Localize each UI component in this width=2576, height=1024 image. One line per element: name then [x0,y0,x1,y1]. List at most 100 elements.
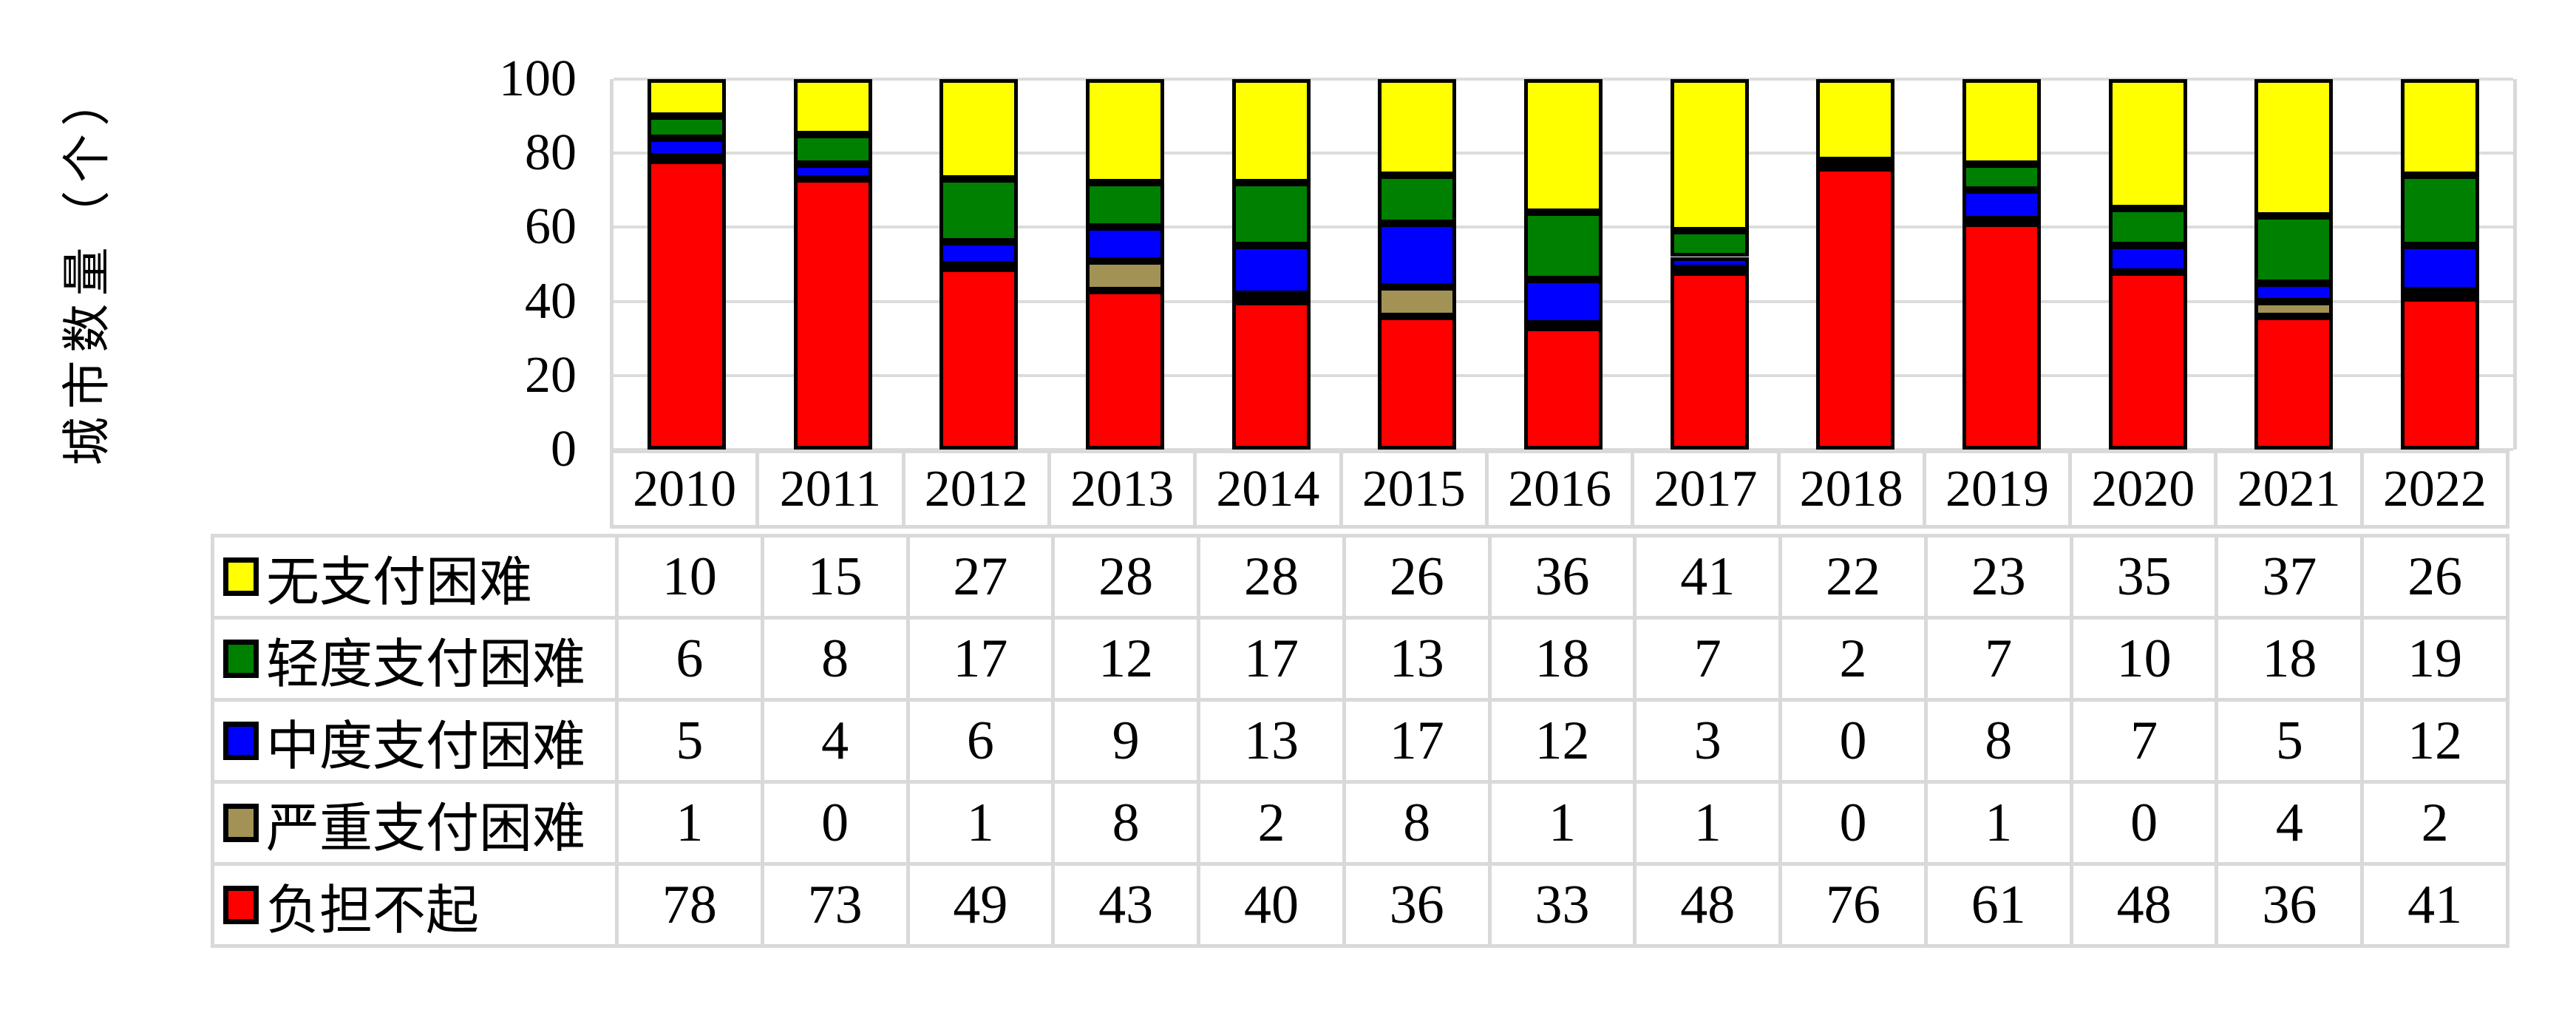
x-axis-label-2012: 2012 [905,453,1051,525]
x-axis-label-2020: 2020 [2072,453,2218,525]
bar-segment-负担不起 [1670,271,1749,450]
bar-segment-负担不起 [2401,297,2480,450]
bar-2013 [1085,79,1164,450]
bar-segment-无支付困难 [1670,79,1749,231]
bar-segment-中度支付困难 [2254,282,2334,302]
table-value-cell: 78 [619,866,761,944]
bar-2012 [939,79,1019,450]
bar-2015 [1378,79,1457,450]
bar-segment-中度支付困难 [939,242,1019,265]
bar-segment-负担不起 [793,179,872,450]
bar-segment-无支付困难 [1378,79,1457,176]
table-value-cell: 17 [1345,702,1488,780]
table-value-cell: 5 [619,702,761,780]
table-value-cell: 40 [1200,866,1342,944]
bar-segment-中度支付困难 [647,138,726,157]
table-value-cell: 36 [2218,866,2361,944]
table-value-cell: 22 [1782,538,1924,616]
table-value-cell: 13 [1200,702,1342,780]
table-value-cell: 7 [1927,620,2070,698]
table-value-cell: 5 [2218,702,2361,780]
table-value-cell: 48 [2073,866,2215,944]
y-axis-tick-label: 40 [525,272,577,330]
x-axis-label-2019: 2019 [1926,453,2073,525]
table-value-cell: 0 [1782,784,1924,862]
table-value-cell: 28 [1200,538,1342,616]
x-axis-label-2010: 2010 [614,453,760,525]
table-value-cell: 76 [1782,866,1924,944]
bar-segment-严重支付困难 [1231,294,1311,302]
table-value-cell: 1 [1637,784,1779,862]
table-value-cell: 4 [764,702,906,780]
bar-segment-中度支付困难 [2108,245,2187,272]
table-value-cell: 13 [1345,620,1488,698]
table-value-cell: 0 [1782,702,1924,780]
bar-segment-轻度支付困难 [1670,231,1749,257]
bar-segment-中度支付困难 [1670,257,1749,268]
x-axis-label-2015: 2015 [1343,453,1489,525]
x-axis-label-2011: 2011 [759,453,905,525]
legend-label-text: 负担不起 [266,881,480,940]
bar-segment-无支付困难 [1231,79,1311,183]
table-value-cell: 49 [909,866,1052,944]
table-value-cell: 1 [909,784,1052,862]
table-value-cell: 23 [1927,538,2070,616]
bar-2018 [1816,79,1895,450]
table-value-cell: 8 [1927,702,2070,780]
bar-segment-轻度支付困难 [2254,216,2334,283]
x-axis-label-2022: 2022 [2364,453,2510,525]
bar-2011 [793,79,872,450]
table-value-cell: 41 [2364,866,2506,944]
bar-segment-负担不起 [1962,223,2042,450]
legend-swatch-icon [223,886,259,924]
table-value-cell: 1 [1491,784,1634,862]
bar-segment-轻度支付困难 [939,179,1019,243]
table-value-cell: 6 [909,702,1052,780]
table-value-cell: 12 [1491,702,1634,780]
table-value-cell: 35 [2073,538,2215,616]
bar-segment-轻度支付困难 [2108,208,2187,246]
bar-segment-中度支付困难 [2401,245,2480,291]
table-value-cell: 0 [764,784,906,862]
legend-row-label: 中度支付困难 [214,702,615,780]
bar-segment-无支付困难 [1816,79,1895,161]
bar-segment-无支付困难 [2401,79,2480,176]
bar-segment-严重支付困难 [1085,260,1164,291]
table-value-cell: 18 [1491,620,1634,698]
legend-label-text: 严重支付困难 [266,798,586,858]
table-value-cell: 61 [1927,866,2070,944]
data-table: 无支付困难 10 15 27 28 28 26 36 41 22 23 35 37 26 轻度支付困难 6 8 1… [211,534,2509,948]
y-axis-tick-label: 0 [551,421,577,478]
x-axis-label-2014: 2014 [1197,453,1343,525]
legend-label-text: 轻度支付困难 [266,634,586,694]
table-value-cell: 1 [1927,784,2070,862]
bar-segment-中度支付困难 [1378,223,1457,287]
y-axis-tick-label: 60 [525,198,577,256]
bar-segment-负担不起 [1524,327,1603,450]
bar-segment-负担不起 [1231,301,1311,450]
bar-segment-严重支付困难 [2401,290,2480,298]
bar-2014 [1231,79,1311,450]
table-value-cell: 26 [2364,538,2506,616]
bar-segment-无支付困难 [793,79,872,135]
table-value-cell: 17 [1200,620,1342,698]
bar-segment-无支付困难 [939,79,1019,180]
table-value-cell: 2 [1200,784,1342,862]
plot-area [610,78,2517,451]
table-value-cell: 28 [1055,538,1197,616]
table-value-cell: 36 [1345,866,1488,944]
table-value-cell: 19 [2364,620,2506,698]
table-value-cell: 26 [1345,538,1488,616]
bar-2016 [1524,79,1603,450]
bar-segment-中度支付困难 [1085,227,1164,261]
bar-segment-中度支付困难 [1962,190,2042,220]
table-value-cell: 27 [909,538,1052,616]
table-value-cell: 36 [1491,538,1634,616]
table-value-cell: 48 [1637,866,1779,944]
bar-segment-无支付困难 [1524,79,1603,213]
table-value-cell: 43 [1055,866,1197,944]
table-value-cell: 9 [1055,702,1197,780]
bar-segment-轻度支付困难 [647,116,726,139]
y-axis-tick-label: 100 [499,50,577,107]
bar-segment-负担不起 [1378,316,1457,450]
